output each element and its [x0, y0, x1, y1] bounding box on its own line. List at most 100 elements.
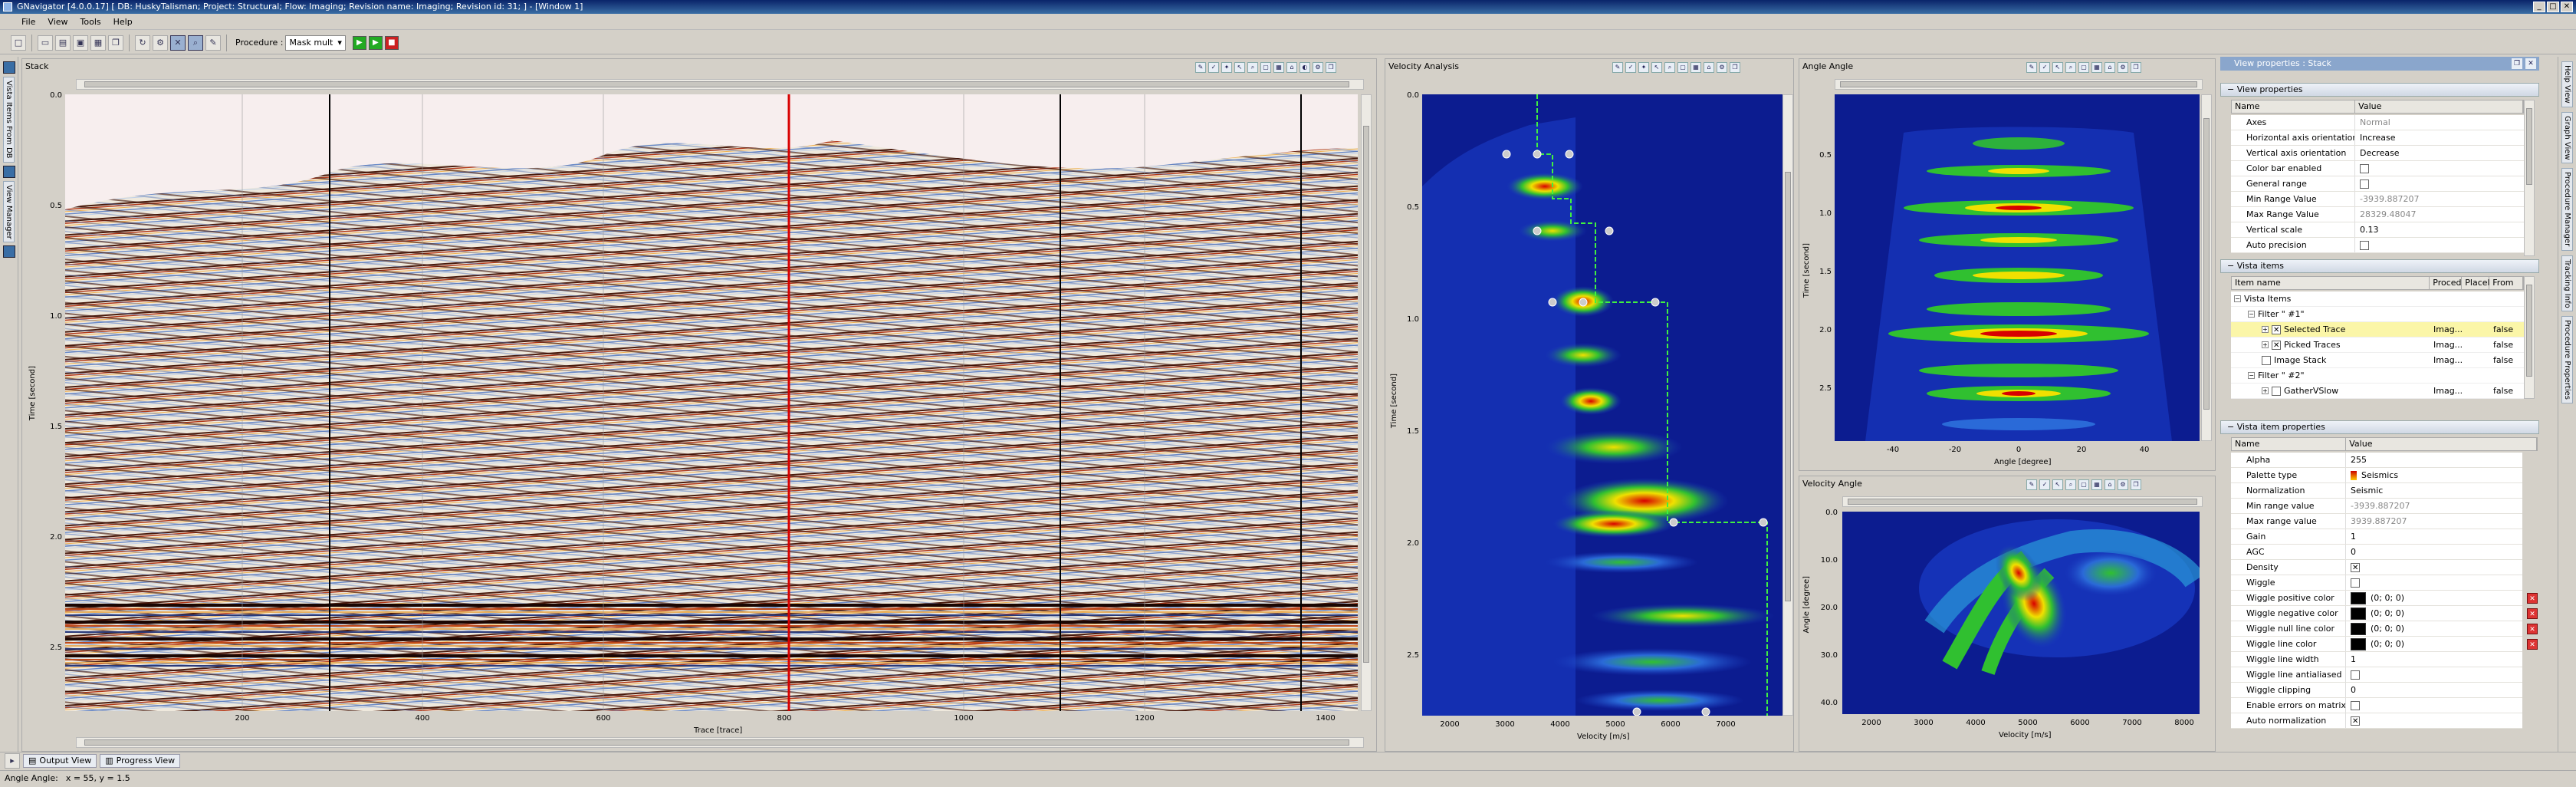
grid-icon[interactable]: ▦ — [1691, 62, 1701, 73]
remove-color-button[interactable]: ✕ — [2527, 608, 2538, 619]
expand-icon[interactable]: + — [2262, 326, 2269, 333]
property-checkbox[interactable] — [2351, 670, 2360, 680]
home-icon[interactable]: ⌂ — [2104, 479, 2115, 490]
color-swatch[interactable] — [2351, 637, 2366, 650]
view-property-row[interactable]: Min Range Value -3939.887207 — [2231, 192, 2524, 207]
property-value[interactable]: (0; 0; 0) — [2346, 606, 2522, 621]
highlight-icon[interactable]: ✦ — [1221, 62, 1232, 73]
procedure-select[interactable]: Mask mult ▾ — [285, 35, 346, 51]
settings-icon[interactable]: ⚙ — [2118, 62, 2128, 73]
dock-expand-icon[interactable]: ▸ — [5, 752, 20, 769]
check-icon[interactable]: ✓ — [2039, 62, 2050, 73]
fit-icon[interactable]: ▢ — [2078, 62, 2089, 73]
tab-procedure-manager[interactable]: Procedure Manager — [2561, 168, 2573, 251]
close-button[interactable]: ✕ — [2561, 2, 2573, 12]
tab-view-manager[interactable]: View Manager — [3, 180, 15, 243]
view-manager-icon[interactable] — [2, 165, 15, 178]
menu-help[interactable]: Help — [113, 17, 133, 27]
vista-item-row[interactable]: − Vista Items — [2231, 291, 2524, 307]
edit-icon[interactable]: ✎ — [205, 35, 221, 51]
save-icon[interactable]: ▣ — [73, 35, 88, 51]
property-value[interactable] — [2346, 575, 2522, 590]
run-icon[interactable]: ▶ — [352, 35, 366, 50]
expand-icon[interactable]: + — [2262, 341, 2269, 348]
edit-icon[interactable]: ✎ — [1195, 62, 1206, 73]
remove-color-button[interactable]: ✕ — [2527, 624, 2538, 634]
vista-item-property-row[interactable]: Wiggle clipping 0 — [2231, 683, 2522, 698]
property-value[interactable] — [2355, 176, 2524, 191]
vista-item-property-row[interactable]: Wiggle line antialiased — [2231, 667, 2522, 683]
home-icon[interactable]: ⌂ — [1704, 62, 1714, 73]
zoom-icon[interactable]: ⌕ — [1664, 62, 1675, 73]
property-value[interactable]: -3939.887207 — [2346, 499, 2522, 513]
vista-item-checkbox[interactable] — [2262, 355, 2271, 365]
check-icon[interactable]: ✓ — [2039, 479, 2050, 490]
vista-item-property-row[interactable]: Density — [2231, 560, 2522, 575]
property-checkbox[interactable] — [2351, 714, 2360, 728]
check-icon[interactable]: ✓ — [1208, 62, 1219, 73]
tab-help-view[interactable]: Help View — [2561, 61, 2573, 107]
restore-icon[interactable]: ❐ — [1326, 62, 1336, 73]
fit-icon[interactable]: ▢ — [2078, 479, 2089, 490]
property-checkbox[interactable] — [2351, 700, 2360, 710]
scroll-thumb[interactable] — [1785, 172, 1791, 601]
property-value[interactable]: Seismics — [2346, 468, 2522, 482]
restore-icon[interactable]: ❐ — [2131, 479, 2141, 490]
remove-color-button[interactable]: ✕ — [2527, 593, 2538, 604]
angle-gather-image[interactable] — [1835, 94, 2200, 441]
edit-icon[interactable]: ✎ — [2026, 62, 2037, 73]
property-value[interactable] — [2346, 698, 2522, 713]
property-value[interactable]: Seismic — [2346, 483, 2522, 498]
pick-tool-icon[interactable]: ✕ — [170, 35, 186, 51]
edit-icon[interactable]: ✎ — [1612, 62, 1623, 73]
vista-item-checkbox[interactable] — [2272, 323, 2281, 337]
stack-bottom-scrollbar[interactable] — [76, 737, 1364, 748]
refresh-icon[interactable]: ↻ — [135, 35, 150, 51]
scroll-thumb[interactable] — [84, 81, 1349, 87]
vista-item-checkbox[interactable] — [2272, 338, 2281, 352]
stop-icon[interactable]: ■ — [384, 35, 399, 50]
vista-item-row[interactable]: − Filter " #1" — [2231, 307, 2524, 322]
view-property-row[interactable]: Vertical axis orientation Decrease — [2231, 146, 2524, 161]
pointer-icon[interactable]: ↖ — [1651, 62, 1662, 73]
maximize-button[interactable]: □ — [2547, 2, 2559, 12]
stack-vertical-scrollbar[interactable] — [1361, 94, 1372, 711]
color-swatch[interactable] — [2351, 607, 2366, 620]
collapse-icon[interactable]: − — [2234, 295, 2241, 302]
stack-seismic-image[interactable] — [65, 94, 1358, 711]
restore-icon[interactable]: ❐ — [2131, 62, 2141, 73]
stack-top-scrollbar[interactable] — [76, 79, 1364, 90]
property-value[interactable]: (0; 0; 0) — [2346, 637, 2522, 651]
angle-top-scrollbar[interactable] — [1835, 79, 2203, 90]
property-value[interactable] — [2355, 161, 2524, 176]
property-checkbox[interactable] — [2351, 561, 2360, 575]
tab-procedure-properties[interactable]: Procedure Properties — [2561, 316, 2573, 404]
property-value[interactable]: 3939.887207 — [2346, 514, 2522, 529]
vista-item-checkbox[interactable] — [2272, 386, 2281, 396]
view-property-row[interactable]: Auto precision — [2231, 238, 2524, 253]
property-value[interactable]: (0; 0; 0) — [2346, 591, 2522, 605]
remove-color-button[interactable]: ✕ — [2527, 639, 2538, 650]
zoom-icon[interactable]: ⌕ — [2065, 479, 2076, 490]
vista-item-property-row[interactable]: Wiggle line color (0; 0; 0) — [2231, 637, 2522, 652]
grid-icon[interactable]: ▦ — [1273, 62, 1284, 73]
run-all-icon[interactable]: ▶ — [368, 35, 383, 50]
view-property-row[interactable]: General range — [2231, 176, 2524, 192]
close-icon[interactable]: ✕ — [2525, 58, 2536, 69]
vista-item-property-row[interactable]: Wiggle line width 1 — [2231, 652, 2522, 667]
vista-item-property-row[interactable]: Auto normalization — [2231, 713, 2522, 729]
new-icon[interactable]: □ — [11, 35, 26, 51]
vista-item-row[interactable]: + GatherVSlow Imag... false — [2231, 384, 2524, 399]
zoom-tool-icon[interactable]: ⌕ — [188, 35, 203, 51]
vista-item-properties-section-header[interactable]: − Vista item properties — [2220, 420, 2539, 434]
vista-item-property-row[interactable]: Normalization Seismic — [2231, 483, 2522, 499]
vista-item-property-row[interactable]: Enable errors on matrix — [2231, 698, 2522, 713]
property-value[interactable]: 28329.48047 — [2360, 209, 2417, 219]
property-value[interactable]: 0.13 — [2360, 224, 2379, 235]
property-value[interactable]: Increase — [2360, 132, 2396, 143]
home-icon[interactable]: ⌂ — [2104, 62, 2115, 73]
vista-item-property-row[interactable]: Wiggle negative color (0; 0; 0) — [2231, 606, 2522, 621]
zoom-icon[interactable]: ⌕ — [1247, 62, 1258, 73]
property-value[interactable]: 1 — [2346, 652, 2522, 667]
open-icon[interactable]: ▭ — [38, 35, 53, 51]
